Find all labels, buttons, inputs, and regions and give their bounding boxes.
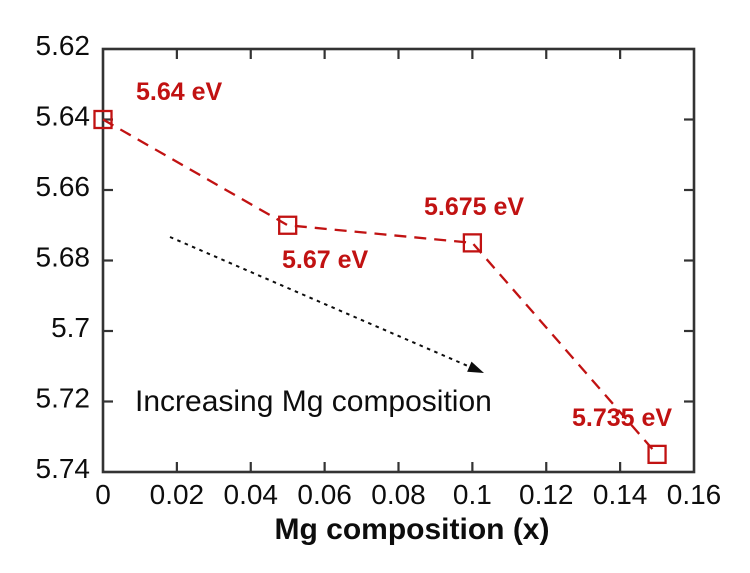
x-tick-label: 0.06 xyxy=(297,479,352,510)
point-value-label: 5.675 eV xyxy=(424,193,524,221)
point-value-label: 5.67 eV xyxy=(282,246,369,274)
series-line xyxy=(102,118,658,456)
annotation-arrowhead xyxy=(467,361,484,373)
data-point-marker xyxy=(647,444,667,465)
x-tick-label: 0.12 xyxy=(519,479,574,510)
x-tick-label: 0.08 xyxy=(371,479,426,510)
annotation-arrow-line xyxy=(169,236,470,368)
x-tick-label: 0 xyxy=(95,479,111,510)
point-value-label: 5.735 eV xyxy=(572,404,672,432)
y-tick-label: 5.7 xyxy=(51,312,90,343)
x-tick-label: 0.1 xyxy=(453,479,492,510)
x-tick-label: 0.16 xyxy=(667,479,722,510)
y-tick-label: 5.64 xyxy=(36,101,91,132)
y-tick-label: 5.68 xyxy=(36,242,91,273)
y-tick-label: 5.72 xyxy=(36,383,91,414)
x-tick-label: 0.14 xyxy=(593,479,648,510)
data-point-marker xyxy=(93,109,113,130)
annotation-text: Increasing Mg composition xyxy=(135,385,492,418)
x-tick-label: 0.02 xyxy=(150,479,205,510)
data-point-marker xyxy=(278,215,298,235)
data-point-marker xyxy=(462,233,483,253)
y-tick-label: 5.66 xyxy=(36,171,91,202)
x-tick-label: 0.04 xyxy=(224,479,279,510)
x-axis-title: Mg composition (x) xyxy=(275,513,550,546)
y-tick-label: 5.74 xyxy=(36,453,91,484)
point-value-label: 5.64 eV xyxy=(136,78,223,106)
y-tick-label: 5.62 xyxy=(36,30,91,61)
